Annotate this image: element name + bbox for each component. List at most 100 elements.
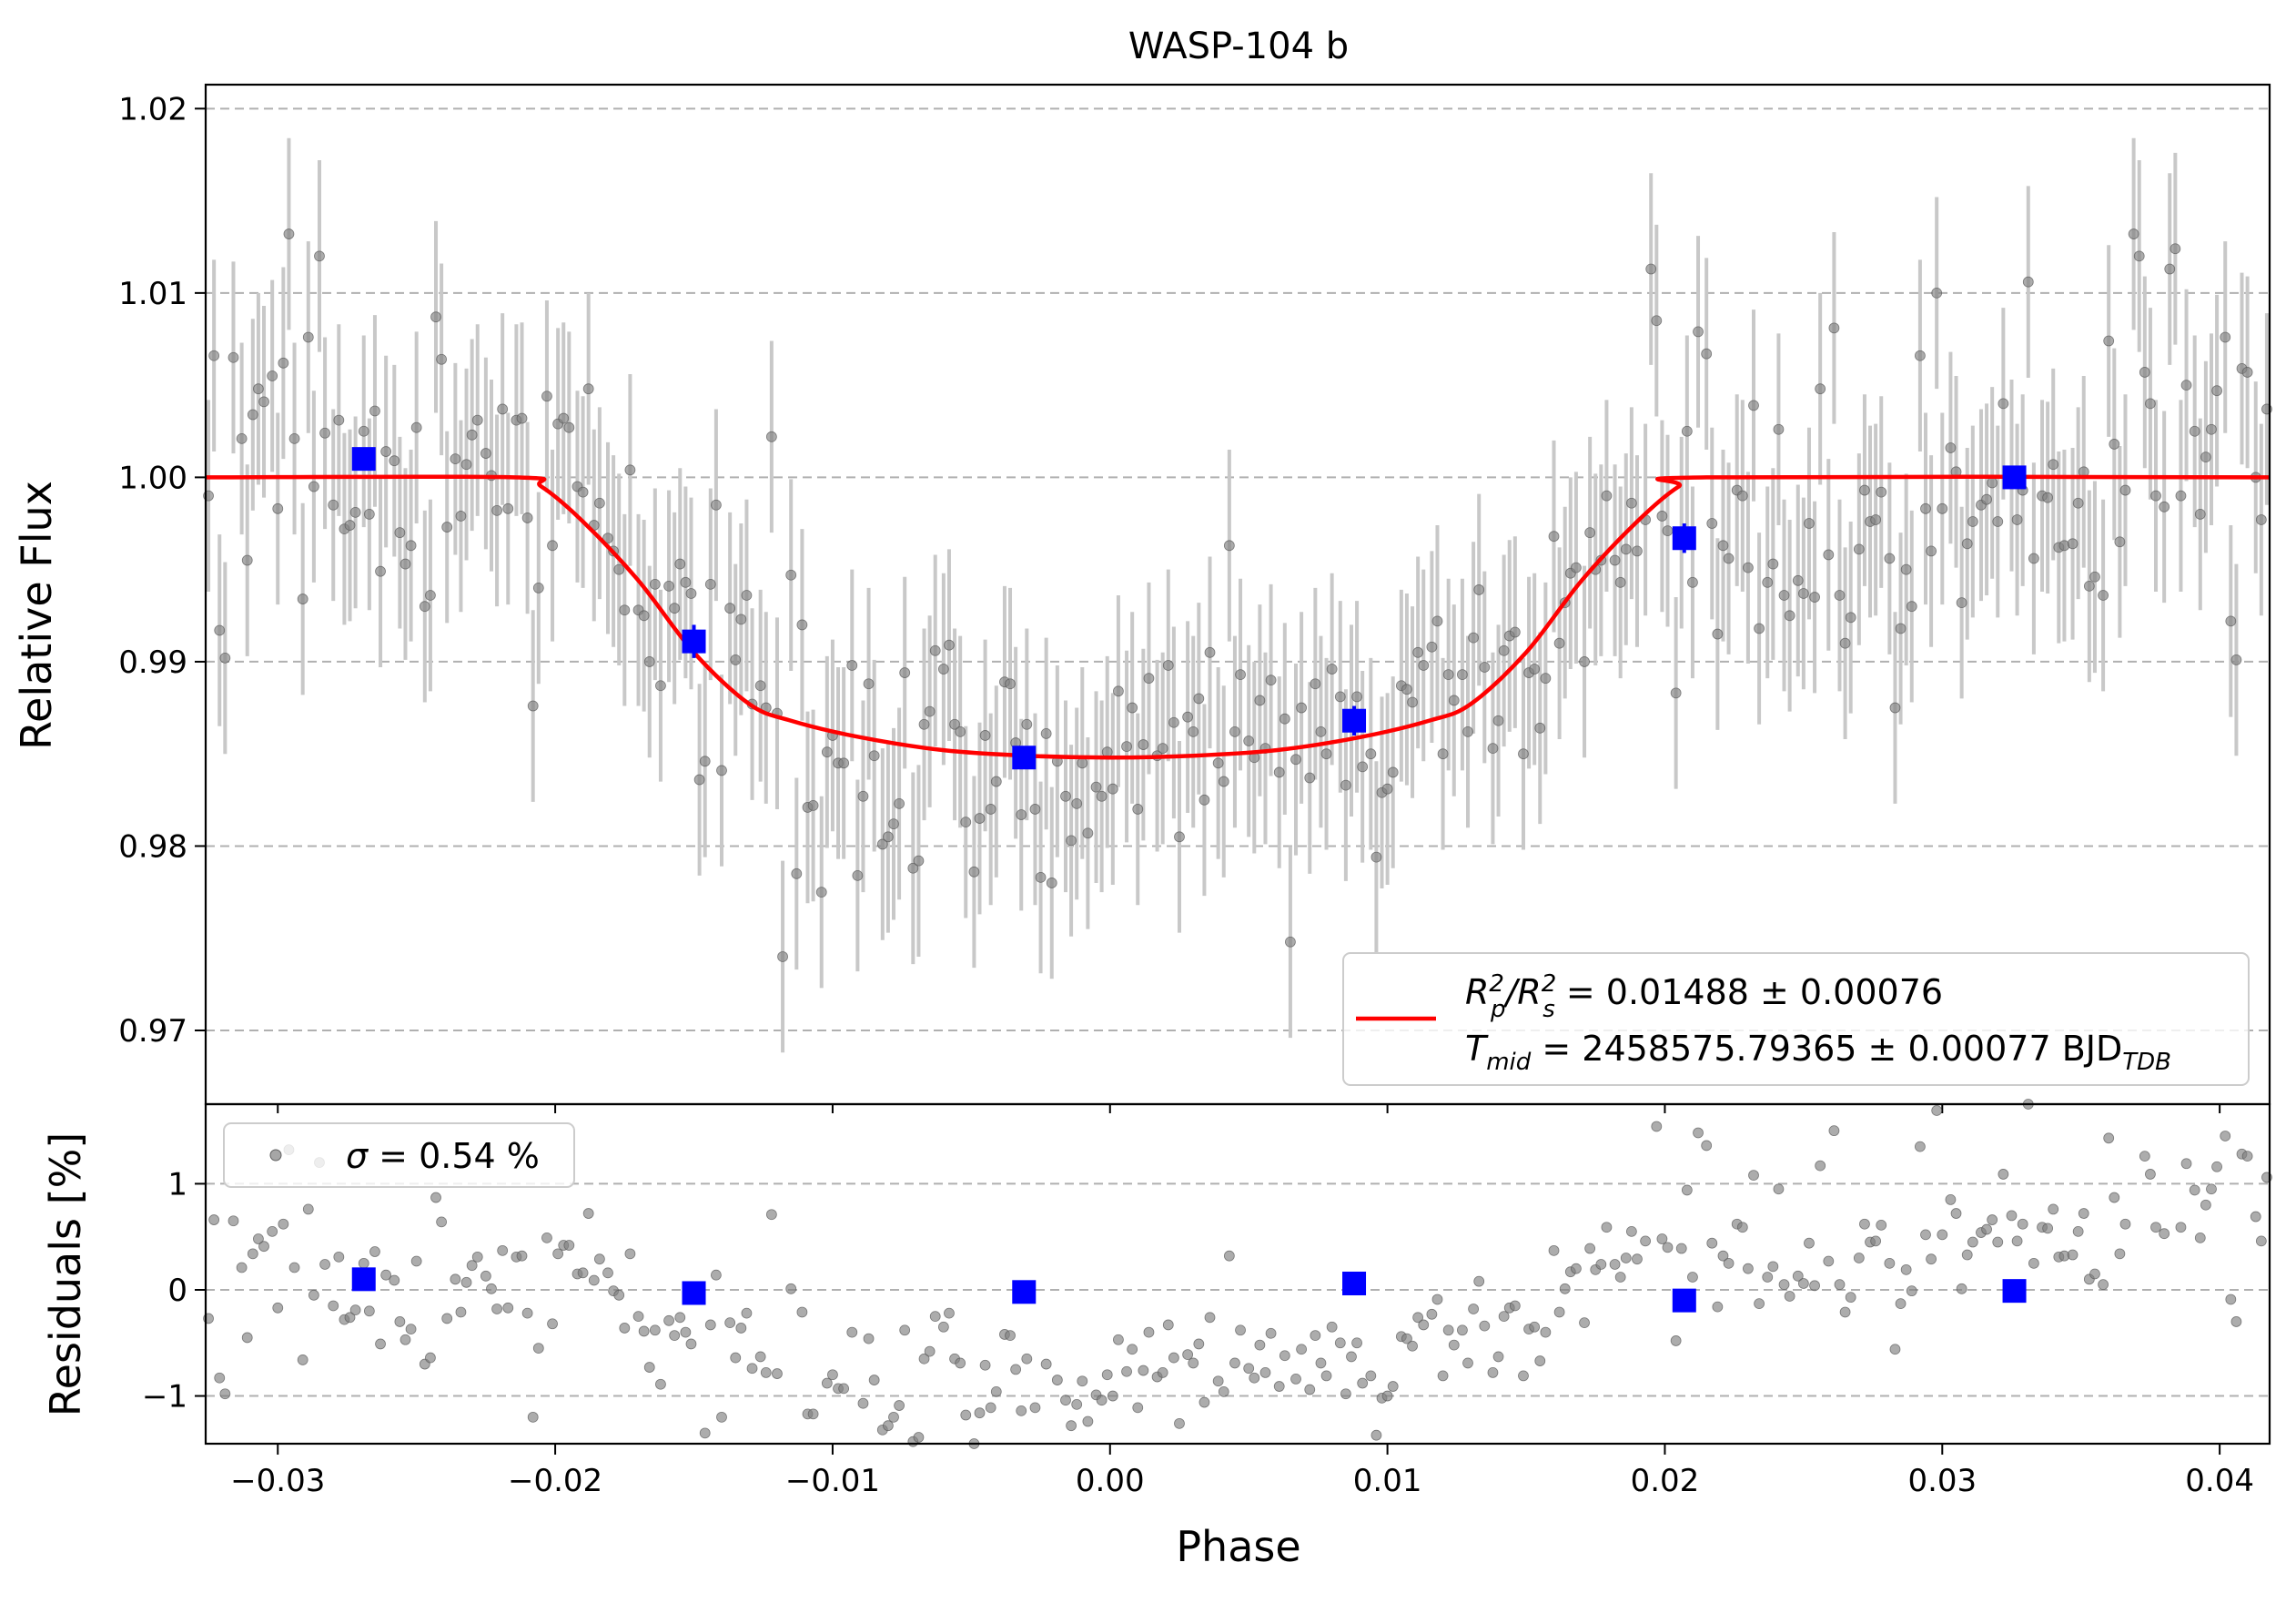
flux-data-point bbox=[1479, 662, 1491, 673]
flux-data-point bbox=[2175, 490, 2187, 502]
flux-data-point bbox=[724, 603, 736, 614]
residual-point bbox=[2194, 1232, 2206, 1243]
residual-point bbox=[214, 1372, 226, 1384]
residual-point bbox=[328, 1300, 339, 1312]
flux-data-point bbox=[1199, 794, 1210, 806]
residual-point bbox=[1066, 1420, 1077, 1432]
flux-data-point bbox=[918, 718, 930, 730]
flux-data-point bbox=[369, 405, 380, 417]
flux-data-point bbox=[1157, 743, 1168, 755]
flux-data-point bbox=[1431, 615, 1443, 627]
flux-data-point bbox=[1797, 588, 1809, 599]
residual-point bbox=[389, 1274, 400, 1286]
residual-point bbox=[638, 1325, 650, 1337]
residual-point bbox=[2089, 1268, 2100, 1280]
residuals-legend-box bbox=[223, 1122, 575, 1188]
flux-data-point bbox=[857, 790, 869, 802]
residual-point bbox=[1754, 1298, 1765, 1310]
residual-point bbox=[400, 1334, 411, 1345]
flux-data-point bbox=[283, 228, 295, 239]
residual-point bbox=[2042, 1223, 2054, 1234]
chart-title: WASP-104 b bbox=[1128, 25, 1349, 67]
residual-point bbox=[1845, 1292, 1856, 1304]
residual-binned-point bbox=[682, 1281, 706, 1305]
residual-point bbox=[1326, 1321, 1338, 1333]
flux-data-point bbox=[2119, 484, 2131, 496]
flux-data-point bbox=[638, 610, 650, 622]
flux-data-point bbox=[1687, 576, 1698, 588]
flux-data-point bbox=[1915, 350, 1926, 361]
flux-data-point bbox=[258, 396, 269, 408]
flux-data-point bbox=[593, 497, 605, 509]
residual-point bbox=[363, 1305, 375, 1317]
residual-point bbox=[741, 1307, 753, 1319]
flux-data-point bbox=[1229, 725, 1240, 737]
residual-point bbox=[979, 1359, 991, 1371]
residual-point bbox=[208, 1214, 220, 1225]
flux-data-point bbox=[2211, 385, 2222, 397]
flux-data-point bbox=[649, 578, 661, 590]
flux-data-point bbox=[1656, 511, 1668, 522]
residual-point bbox=[2189, 1184, 2200, 1196]
residual-point bbox=[918, 1353, 930, 1365]
residual-point bbox=[1920, 1229, 1931, 1241]
flux-data-point bbox=[400, 558, 411, 570]
residual-point bbox=[704, 1319, 716, 1331]
residual-point bbox=[1346, 1351, 1357, 1363]
flux-data-point bbox=[527, 700, 539, 712]
flux-data-point bbox=[1082, 827, 1094, 839]
residual-point bbox=[1448, 1339, 1460, 1351]
residual-point bbox=[735, 1323, 747, 1334]
x-tick-label: −0.03 bbox=[230, 1463, 325, 1499]
flux-data-point bbox=[1071, 797, 1083, 809]
residual-point bbox=[593, 1253, 605, 1265]
x-tick-label: 0.01 bbox=[1353, 1463, 1422, 1499]
flux-data-point bbox=[2150, 490, 2161, 502]
residual-point bbox=[1265, 1327, 1277, 1339]
residual-point bbox=[1060, 1395, 1071, 1406]
residual-point bbox=[1143, 1326, 1155, 1338]
flux-data-point bbox=[1060, 790, 1071, 802]
flux-data-point bbox=[1548, 531, 1560, 543]
residual-point bbox=[974, 1407, 986, 1419]
flux-data-point bbox=[1107, 783, 1118, 795]
residual-point bbox=[1839, 1306, 1851, 1318]
flux-y-ticks: 0.97 0.98 0.99 1.00 1.01 1.02 bbox=[118, 91, 2221, 1113]
flux-data-point bbox=[1457, 669, 1468, 681]
residual-point bbox=[785, 1283, 797, 1294]
flux-data-point bbox=[669, 603, 681, 614]
flux-data-point bbox=[247, 409, 258, 421]
residual-point bbox=[1540, 1326, 1552, 1338]
flux-data-point bbox=[685, 588, 697, 599]
residual-point bbox=[1296, 1344, 1308, 1355]
residual-point bbox=[1906, 1285, 1917, 1297]
residual-point bbox=[663, 1314, 674, 1326]
residual-point bbox=[1651, 1121, 1663, 1132]
flux-data-point bbox=[541, 391, 552, 402]
residual-point bbox=[219, 1388, 231, 1400]
flux-data-point bbox=[516, 412, 528, 424]
flux-data-point bbox=[730, 654, 742, 665]
flux-data-point bbox=[1754, 623, 1765, 634]
residuals-legend: σ = 0.54 % bbox=[223, 1122, 575, 1188]
residual-point bbox=[1656, 1233, 1668, 1244]
residual-point bbox=[1492, 1351, 1504, 1363]
flux-data-point bbox=[1509, 626, 1521, 638]
residual-point bbox=[1926, 1253, 1937, 1265]
flux-data-point bbox=[1614, 576, 1626, 588]
flux-data-point bbox=[1066, 835, 1077, 847]
residual-point bbox=[1981, 1223, 1992, 1235]
residual-point bbox=[1609, 1259, 1621, 1270]
residual-point bbox=[2180, 1158, 2192, 1170]
flux-data-point bbox=[2194, 508, 2206, 520]
residual-point bbox=[1743, 1263, 1754, 1274]
flux-data-point bbox=[937, 664, 949, 675]
residuals-legend-marker bbox=[269, 1149, 282, 1162]
residual-point bbox=[450, 1273, 461, 1285]
flux-data-point bbox=[1870, 514, 1882, 525]
residual-point bbox=[846, 1326, 858, 1338]
flux-data-point bbox=[791, 867, 803, 879]
flux-data-point bbox=[1632, 545, 1643, 557]
flux-data-point bbox=[228, 351, 239, 363]
